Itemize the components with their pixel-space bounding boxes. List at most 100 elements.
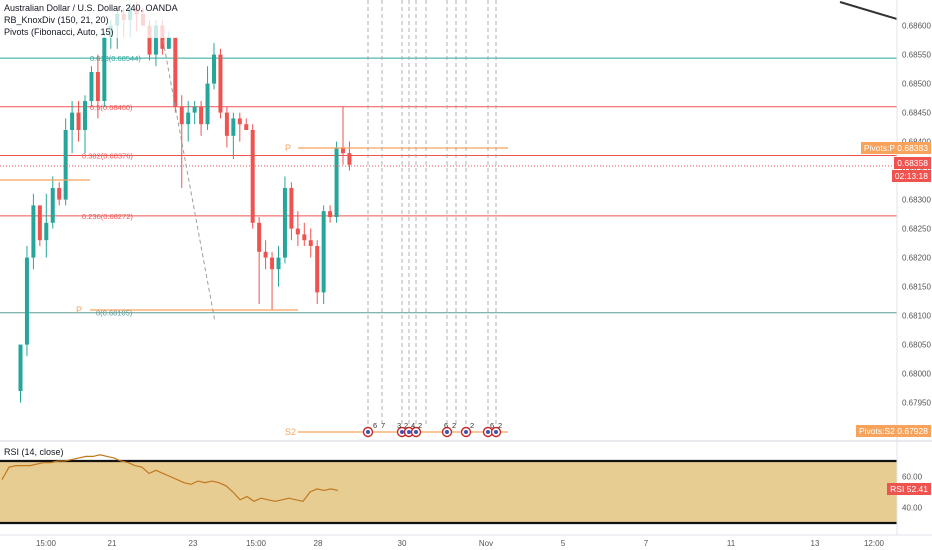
candle-bullish <box>31 193 36 270</box>
rsi-legend[interactable]: RSI (14, close) <box>4 446 64 458</box>
price-tick-label: 0.68200 <box>902 254 931 263</box>
candle-bearish <box>257 217 262 304</box>
fibonacci-levels: 0.618(0.68544) 0.5(0.68460) 0.382(0.68376)… <box>0 54 897 318</box>
pivot-p-price-label: Pivots:P 0.68383 <box>860 142 931 154</box>
candle-bullish <box>18 344 23 403</box>
price-tick-label: 0.68600 <box>902 22 931 31</box>
event-flag-icon[interactable] <box>403 426 415 438</box>
candle-bullish <box>231 112 236 159</box>
time-tick-label: 23 <box>189 539 198 548</box>
rsi-value-label: RSI 52.41 <box>887 483 931 495</box>
candle-bullish <box>83 95 87 154</box>
candle-bullish <box>276 246 281 287</box>
pivot-p-label-text: Pivots:P <box>863 143 895 153</box>
price-tick-label: 0.68250 <box>902 225 931 234</box>
candle-bullish <box>89 66 94 107</box>
candle-bullish <box>102 31 107 107</box>
pivot-p-label: P <box>285 143 291 153</box>
rsi-pane[interactable] <box>0 440 932 525</box>
candle-bearish <box>237 112 242 142</box>
pivot-s2-label-text: Pivots:S2 <box>858 426 895 436</box>
price-tick-label: 0.68050 <box>902 341 931 350</box>
time-tick-label: 28 <box>314 539 323 548</box>
event-count-label: 2 <box>470 421 474 430</box>
rsi-line <box>1 454 339 502</box>
candle-bullish <box>192 101 197 125</box>
candle-bullish <box>212 43 216 90</box>
event-flag-icon[interactable] <box>460 426 472 438</box>
event-count-label: 2 <box>418 421 422 430</box>
candle-bearish <box>218 48 223 119</box>
rsi-label-text: RSI <box>890 484 905 494</box>
chart-annotations: P P S2 <box>0 0 898 437</box>
event-count-label: 3 <box>397 421 401 430</box>
indicator-pivots[interactable]: Pivots (Fibonacci, Auto, 15) <box>4 27 114 37</box>
time-tick-label: 13 <box>811 539 820 548</box>
candle-bearish <box>95 54 100 119</box>
rsi-label-value: 52.41 <box>906 484 928 494</box>
candle-bearish <box>347 141 352 171</box>
bar-countdown-label: 02:13:18 <box>891 170 931 182</box>
pivot-s2-label: S2 <box>285 427 296 437</box>
time-tick-label: 7 <box>644 539 649 548</box>
price-tick-label: 0.68300 <box>902 196 931 205</box>
pivot-s2-label-value: 0.67928 <box>897 426 928 436</box>
price-tick-label: 0.68500 <box>902 80 931 89</box>
event-count-label: 6 <box>490 421 494 430</box>
candle-bullish <box>63 118 68 206</box>
fib-level-label: 0.236(0.68272) <box>82 212 133 221</box>
rsi-band-fill <box>0 461 897 523</box>
fib-level-label: 0.382(0.68376) <box>82 152 133 161</box>
symbol-title[interactable]: Australian Dollar / U.S. Dollar, 240, OA… <box>4 3 178 13</box>
rsi-tick-label: 40.00 <box>902 504 923 513</box>
candle-bearish <box>328 205 333 223</box>
candle-bullish <box>50 176 55 229</box>
fib-level-label: 0.618(0.68544) <box>90 54 141 63</box>
candle-bullish <box>205 66 210 130</box>
candle-bearish <box>37 205 42 246</box>
time-tick-label: Nov <box>479 539 493 548</box>
price-tick-label: 0.68150 <box>902 283 931 292</box>
candle-bearish <box>179 95 184 188</box>
time-tick-label: 12:00 <box>864 539 885 548</box>
event-flag-icon[interactable] <box>490 426 502 438</box>
pivot-s2-price-label: Pivots:S2 0.67928 <box>855 425 931 437</box>
event-flag-icon[interactable] <box>410 426 422 438</box>
drawn-trend-line <box>839 1 898 20</box>
price-tick-label: 0.68450 <box>902 109 931 118</box>
candle-bearish <box>76 101 81 142</box>
fib-level-label: 0.5(0.68460) <box>90 103 133 112</box>
candle-bullish <box>186 101 191 142</box>
price-tick-label: 0.68100 <box>902 312 931 321</box>
candle-bullish <box>334 141 339 223</box>
candle-bullish <box>282 176 287 264</box>
event-count-label: 4 <box>411 421 415 430</box>
event-flag-icon[interactable] <box>396 426 408 438</box>
event-count-label: 2 <box>452 421 456 430</box>
pivot-p-label: P <box>76 305 82 315</box>
price-tick-label: 0.67950 <box>902 399 931 408</box>
event-count-label: 2 <box>498 421 502 430</box>
trend-line <box>162 39 216 323</box>
candle-bearish <box>308 228 313 258</box>
candle-bearish <box>250 124 255 229</box>
rsi-tick-label: 60.00 <box>902 473 923 482</box>
time-tick-label: 5 <box>561 539 566 548</box>
event-flag-icon[interactable] <box>362 426 374 438</box>
pivot-p-label-value: 0.68383 <box>897 143 928 153</box>
event-count-label: 7 <box>381 421 385 430</box>
candle-bearish <box>199 101 204 136</box>
candle-bearish <box>263 240 268 270</box>
candle-bearish <box>315 240 320 304</box>
event-count-label: 2 <box>404 421 408 430</box>
time-tick-label: 11 <box>727 539 736 548</box>
indicator-knoxdiv[interactable]: RB_KnoxDiv (150, 21, 20) <box>4 15 109 25</box>
event-flag-icon[interactable] <box>441 426 453 438</box>
fib-level-label: 0(0.68105) <box>96 309 133 318</box>
candle-bearish <box>302 222 307 246</box>
candle-bullish <box>24 246 29 357</box>
time-tick-label: 30 <box>398 539 407 548</box>
